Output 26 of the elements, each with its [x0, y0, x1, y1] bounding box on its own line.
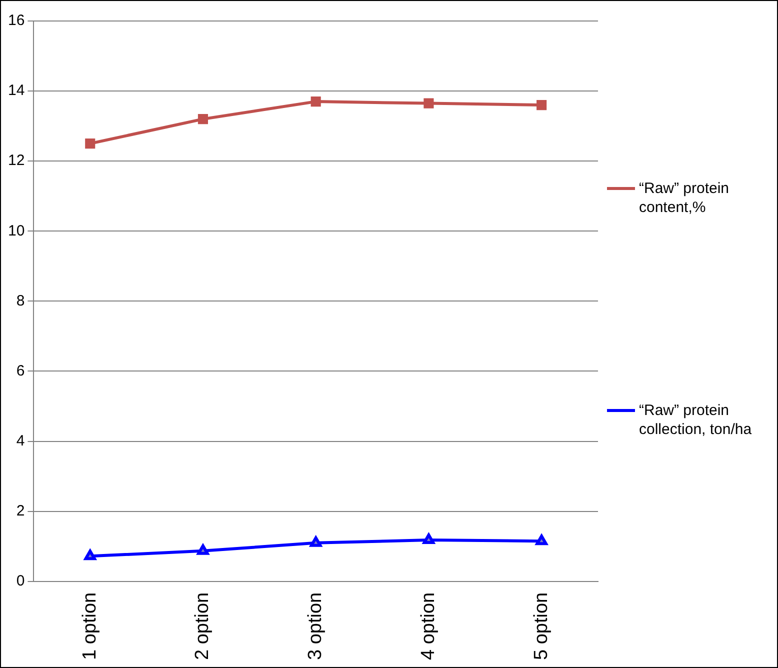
- x-tick-label: 2 option: [192, 592, 214, 660]
- x-tick-label: 4 option: [418, 592, 439, 660]
- point: [310, 96, 321, 107]
- point: [422, 534, 435, 544]
- legend-label: “Raw” protein collection, ton/ha: [639, 401, 753, 439]
- y-tick-label: 12: [8, 152, 25, 170]
- legend-label: “Raw” protein content,%: [639, 179, 730, 217]
- point: [536, 100, 547, 110]
- point: [536, 534, 548, 546]
- y-tick-label: 10: [8, 222, 25, 240]
- x-tick-label: 5 option: [530, 592, 552, 660]
- point: [197, 544, 209, 555]
- point: [424, 98, 434, 108]
- y-tick-label: 14: [8, 82, 25, 100]
- point: [198, 114, 208, 124]
- point: [85, 138, 96, 149]
- y-tick-label: 6: [16, 362, 25, 380]
- y-tick-label: 0: [16, 572, 25, 590]
- point: [84, 550, 96, 560]
- y-tick-label: 2: [16, 502, 25, 520]
- y-tick-label: 8: [16, 292, 25, 310]
- y-tick-label: 16: [8, 12, 25, 30]
- x-tick-label: 3 option: [305, 592, 326, 660]
- point: [310, 536, 322, 547]
- y-tick-label: 4: [16, 432, 25, 450]
- x-tick-label: 1 option: [79, 592, 100, 660]
